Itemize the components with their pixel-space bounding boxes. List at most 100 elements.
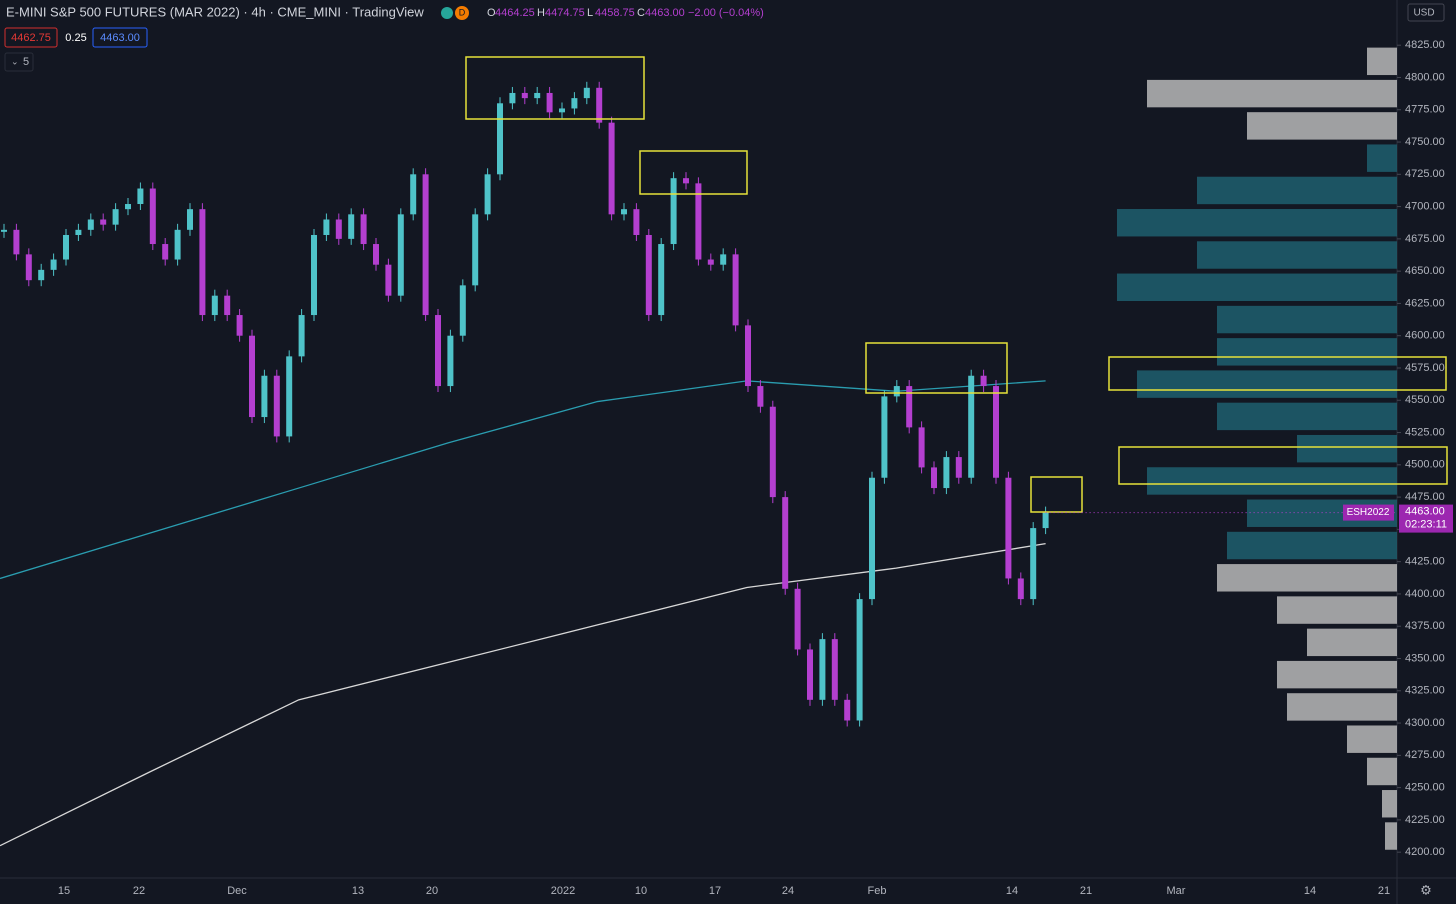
candle <box>435 315 441 387</box>
candle <box>149 188 156 245</box>
candle <box>918 427 925 468</box>
candle <box>63 234 69 260</box>
annotation-box <box>465 56 645 120</box>
candle <box>745 325 751 387</box>
y-tick-label: 4475.00 <box>1405 491 1445 503</box>
profile-bar <box>1137 370 1397 398</box>
x-tick-label: 13 <box>352 885 364 897</box>
ohlc-value: 4463.00 <box>645 7 685 19</box>
profile-bar <box>1367 757 1397 786</box>
profile-bar <box>1297 434 1397 463</box>
profile-bar <box>1277 660 1397 689</box>
symbol-tag-bg <box>1343 504 1394 521</box>
y-tick-label: 4650.00 <box>1405 265 1445 277</box>
indicator-toggle[interactable] <box>4 52 34 72</box>
candle <box>75 229 82 235</box>
candle <box>397 214 404 296</box>
candle <box>298 315 305 357</box>
candle <box>831 639 838 700</box>
chevron: ⌄ <box>11 56 19 66</box>
candle <box>422 174 429 316</box>
candle <box>50 259 57 270</box>
candle <box>484 174 491 215</box>
x-tick-label: 22 <box>133 885 145 897</box>
currency-box[interactable] <box>1407 3 1445 22</box>
candle <box>707 259 714 265</box>
profile-bar <box>1307 628 1397 657</box>
bid-box[interactable] <box>4 27 58 48</box>
y-tick-label: 4425.00 <box>1405 556 1445 568</box>
candle <box>187 209 193 230</box>
candle <box>472 214 479 286</box>
candle <box>137 188 144 205</box>
candle <box>335 219 342 239</box>
candle <box>25 254 32 281</box>
countdown: 02:23:11 <box>1405 519 1447 531</box>
candle <box>1017 578 1024 600</box>
candle <box>1 229 7 232</box>
y-tick-label: 4200.00 <box>1405 846 1445 858</box>
y-tick-label: 4625.00 <box>1405 297 1445 309</box>
y-tick-label: 4500.00 <box>1405 459 1445 471</box>
candle <box>757 386 764 407</box>
profile-bar <box>1382 790 1397 818</box>
x-tick-label: 20 <box>426 885 438 897</box>
y-tick-label: 4525.00 <box>1405 426 1445 438</box>
y-tick-label: 4825.00 <box>1405 39 1445 51</box>
candle <box>410 174 417 215</box>
candle <box>521 92 528 99</box>
candle <box>559 108 565 113</box>
candle <box>1030 528 1037 600</box>
settings-icon[interactable]: ⚙ <box>1420 882 1432 897</box>
profile-bar <box>1367 47 1397 76</box>
bid: 4462.75 <box>11 32 51 44</box>
candle <box>881 396 888 478</box>
y-tick-label: 4725.00 <box>1405 168 1445 180</box>
candle <box>968 375 975 478</box>
indicator-count: 5 <box>23 56 29 68</box>
candle <box>38 269 45 281</box>
candle <box>807 649 813 700</box>
y-tick-label: 4675.00 <box>1405 233 1445 245</box>
x-tick-label: 21 <box>1378 885 1390 897</box>
candle <box>534 92 541 99</box>
ohlc-value: 4474.75 <box>545 7 585 19</box>
candle <box>323 219 330 235</box>
candle <box>360 214 367 245</box>
candle <box>943 457 950 489</box>
candle <box>856 599 863 721</box>
candle <box>199 209 206 316</box>
annotation-box <box>1030 476 1083 513</box>
currency: USD <box>1413 8 1434 19</box>
candle <box>955 457 962 478</box>
symbol-tag: ESH2022 <box>1347 507 1390 518</box>
y-tick-label: 4800.00 <box>1405 71 1445 83</box>
profile-bar <box>1247 112 1397 140</box>
candle <box>546 92 553 113</box>
profile-bar <box>1347 725 1397 753</box>
candle <box>447 335 454 387</box>
annotation-box <box>865 342 1008 394</box>
candle <box>497 103 503 175</box>
ohlc-key: C <box>637 7 645 19</box>
candle <box>273 375 280 437</box>
candle <box>683 178 689 184</box>
x-tick-label: 14 <box>1304 885 1316 897</box>
candle <box>13 229 20 255</box>
y-tick-label: 4550.00 <box>1405 394 1445 406</box>
candle <box>261 375 268 418</box>
y-tick-label: 4400.00 <box>1405 588 1445 600</box>
ask-box[interactable] <box>92 27 148 48</box>
x-tick-label: Feb <box>868 885 887 897</box>
candle <box>459 285 466 336</box>
y-tick-label: 4750.00 <box>1405 136 1445 148</box>
y-tick-label: 4600.00 <box>1405 330 1445 342</box>
candle <box>794 588 801 650</box>
annotation-box <box>1118 446 1448 485</box>
ohlc: O 4464.25 H 4474.75 L 4458.75 C 4463.00 <box>487 7 685 19</box>
y-tick-label: 4775.00 <box>1405 104 1445 116</box>
y-tick-label: 4225.00 <box>1405 814 1445 826</box>
y-tick-label: 4300.00 <box>1405 717 1445 729</box>
